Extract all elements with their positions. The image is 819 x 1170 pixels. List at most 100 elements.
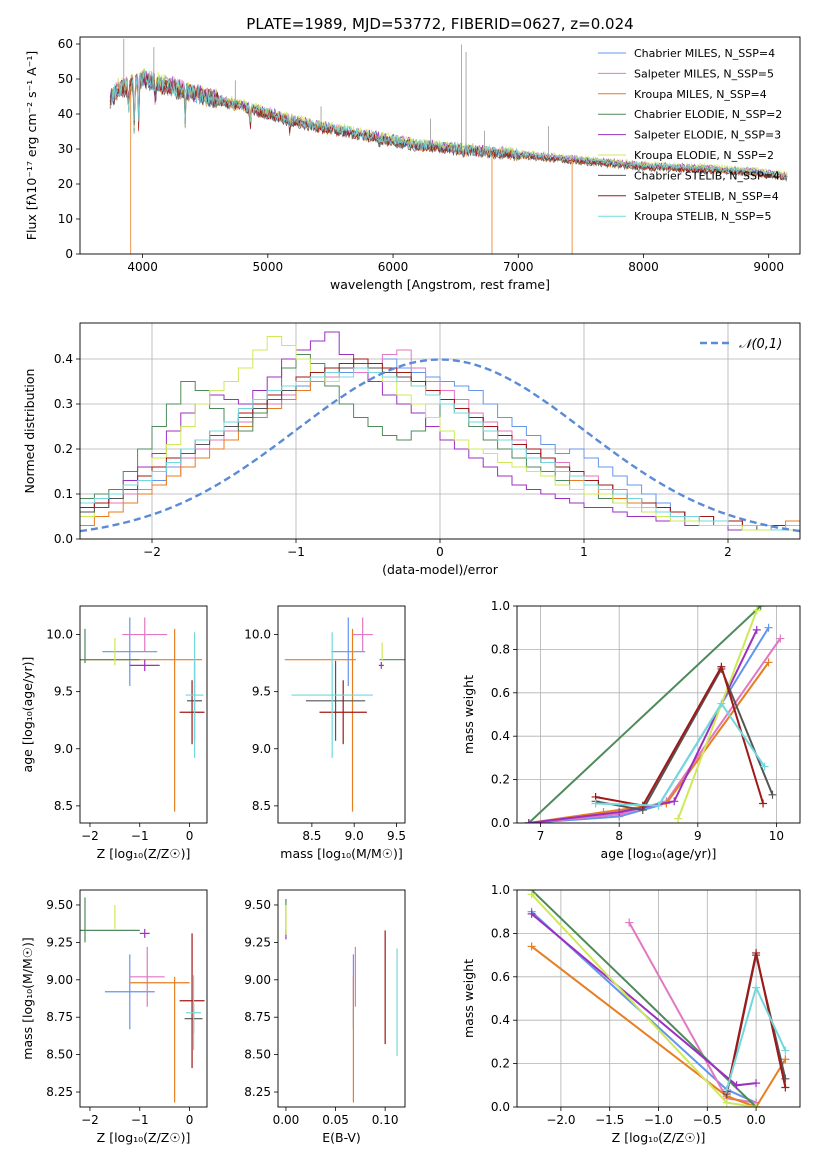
x-tick-label: −1.5 (595, 1113, 624, 1127)
y-tick-label: 0.8 (491, 926, 510, 940)
y-tick-label: 60 (58, 37, 73, 51)
x-tick-label: 0.05 (322, 1113, 349, 1127)
x-tick-label: 9.5 (387, 829, 406, 843)
series-line (595, 701, 766, 807)
y-axis-label: age [log₁₀(age/yr)] (20, 657, 35, 773)
errorbar-point (319, 680, 367, 745)
y-tick-label: 0.6 (491, 970, 510, 984)
series-marker (670, 797, 679, 806)
y-tick-label: 8.25 (46, 1085, 73, 1099)
x-tick-label: −1 (131, 829, 149, 843)
axes-frame (277, 889, 406, 1108)
legend-entry: Kroupa ELODIE, N_SSP=2 (634, 149, 774, 162)
y-tick-label: 0.3 (54, 397, 73, 411)
y-tick-label: 0.2 (491, 773, 510, 787)
series-marker (625, 918, 634, 927)
series-marker (759, 799, 768, 808)
series-marker (717, 699, 726, 708)
x-tick-label: 0 (436, 545, 444, 559)
x-tick-label: −1.0 (644, 1113, 673, 1127)
errorbar-plot-area (80, 617, 205, 812)
x-tick-label: 7000 (503, 260, 534, 274)
x-axis-label: Z [log₁₀(Z/Z☉)] (612, 1130, 706, 1145)
series-marker (527, 942, 536, 951)
y-tick-label: 9.25 (46, 935, 73, 949)
errorbar-point (331, 617, 366, 686)
series-marker (527, 909, 536, 918)
residuals-histogram: −2 −1 0 1 2 0.0 0.1 0.2 0.3 0.4 (data-model)/error… (22, 322, 801, 577)
x-tick-label: 0.10 (372, 1113, 399, 1127)
y-tick-label: 8.25 (244, 1085, 271, 1099)
x-tick-label: 9.0 (345, 829, 364, 843)
age-vs-Z-panel: −2 −1 0 8.5 9.0 9.5 10.0 Z [log₁₀(Z/Z☉)] age [lo… (20, 605, 208, 861)
errorbar-point (378, 661, 384, 669)
y-tick-label: 40 (58, 107, 73, 121)
y-tick-label: 50 (58, 72, 73, 86)
x-tick-label: −1 (287, 545, 305, 559)
x-tick-label: 1 (580, 545, 588, 559)
y-tick-label: 0 (65, 247, 73, 261)
legend-entry: Kroupa STELIB, N_SSP=5 (634, 210, 772, 223)
x-tick-label: 9000 (753, 260, 784, 274)
axes-frame (79, 889, 208, 1108)
series-marker (654, 801, 663, 810)
y-tick-label: 9.5 (252, 685, 271, 699)
series-marker (781, 1083, 790, 1092)
y-tick-label: 0.0 (491, 816, 510, 830)
line-plot-area (524, 606, 785, 823)
x-axis-label: Z [log₁₀(Z/Z☉)] (97, 846, 191, 861)
errorbar-point (352, 617, 373, 652)
errorbar-point (179, 680, 205, 745)
y-tick-label: 20 (58, 177, 73, 191)
y-tick-label: 10.0 (46, 628, 73, 642)
series-marker (615, 808, 624, 817)
x-tick-label: 6000 (378, 260, 409, 274)
y-tick-label: 10.0 (244, 628, 271, 642)
errorbar-point (186, 975, 202, 1051)
histogram-series (80, 367, 800, 539)
series-marker (752, 983, 761, 992)
massweight-vs-age-panel: 7 8 9 10 0.0 0.2 0.4 0.6 0.8 1.0 age [log₁₀(age/yr… (461, 599, 801, 861)
spectrum-series-line (109, 70, 788, 179)
y-tick-label: 9.5 (54, 685, 73, 699)
y-tick-label: 0.2 (491, 1057, 510, 1071)
series-marker (732, 1081, 741, 1090)
series-marker (722, 1098, 731, 1107)
y-tick-label: 1.0 (491, 883, 510, 897)
legend-entry: Chabrier ELODIE, N_SSP=2 (634, 108, 782, 121)
series-line (677, 609, 758, 820)
spectrum-legend: Chabrier MILES, N_SSP=4 Salpeter MILES, N… (598, 47, 782, 223)
y-tick-label: 9.00 (244, 973, 271, 987)
histogram-series (80, 336, 800, 539)
mass-vs-Z-panel: −2 −1 0 8.25 8.50 8.75 9.00 9.25 9.50 Z [log₁₀(Z/… (20, 889, 208, 1145)
axes-frame (516, 889, 801, 1108)
x-tick-label: −2 (143, 545, 161, 559)
spectrum-plot-area (109, 38, 788, 254)
age-vs-mass-panel: 8.5 9.0 9.5 8.5 9.0 9.5 10.0 mass [log₁₀(M/M☉)] (244, 605, 406, 861)
x-tick-label: 0.00 (273, 1113, 300, 1127)
x-tick-label: 0 (186, 1113, 194, 1127)
errorbar-point (185, 632, 204, 758)
y-tick-label: 0.1 (54, 487, 73, 501)
y-tick-label: 9.0 (252, 742, 271, 756)
legend-entry: Salpeter STELIB, N_SSP=4 (634, 190, 779, 203)
errorbar-plot-area (80, 897, 205, 1103)
errorbar-point (305, 660, 366, 741)
legend-entry: 𝒩(0,1) (739, 337, 782, 352)
y-tick-label: 9.50 (244, 898, 271, 912)
series-marker (768, 790, 777, 799)
series-marker (760, 762, 769, 771)
y-tick-label: 8.75 (244, 1010, 271, 1024)
y-tick-label: 30 (58, 142, 73, 156)
y-axis-label: mass weight (461, 959, 476, 1038)
y-tick-label: 0.4 (491, 729, 510, 743)
y-tick-label: 9.25 (244, 935, 271, 949)
series-marker (591, 799, 600, 808)
x-tick-label: −2 (81, 1113, 99, 1127)
series-marker (752, 625, 761, 634)
series-marker (752, 1079, 761, 1088)
y-tick-label: 1.0 (491, 599, 510, 613)
x-axis-label: (data-model)/error (382, 562, 499, 577)
histogram-plot-area (80, 331, 800, 539)
normal-curve (80, 358, 800, 533)
